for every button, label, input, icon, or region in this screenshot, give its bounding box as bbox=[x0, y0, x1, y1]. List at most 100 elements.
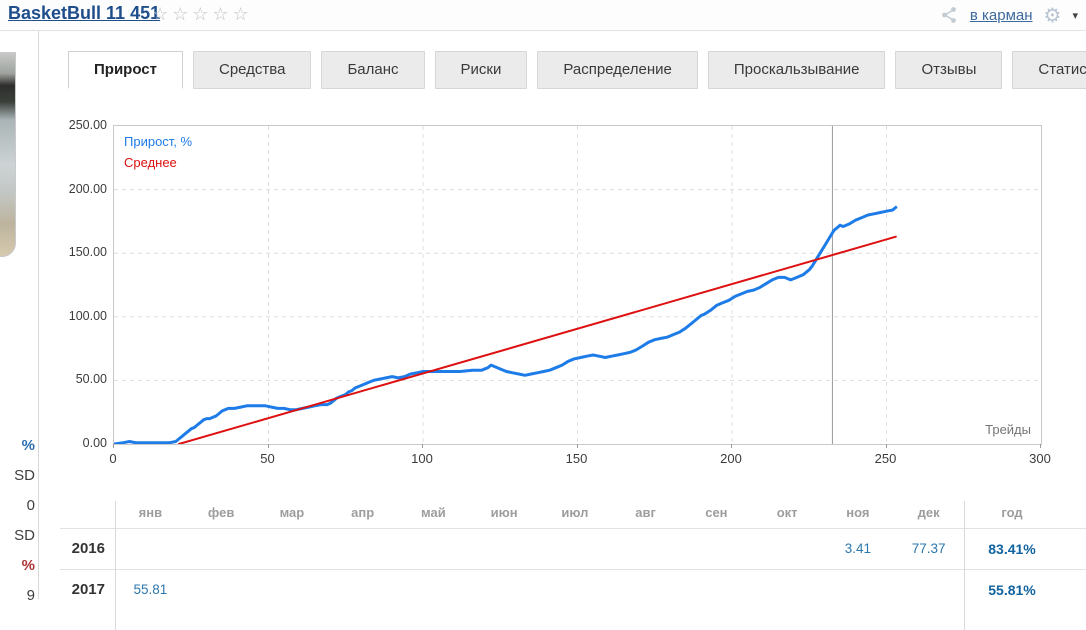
series-Прирост, % bbox=[114, 205, 898, 444]
month-cell bbox=[115, 529, 186, 569]
x-tick-mark bbox=[885, 444, 887, 448]
sidebar-stat-fragment: SD bbox=[14, 527, 35, 544]
month-cell bbox=[186, 570, 257, 610]
month-cell bbox=[540, 570, 611, 610]
series-Среднее bbox=[177, 235, 897, 444]
year-cell bbox=[60, 501, 105, 528]
month-cell bbox=[681, 529, 752, 569]
month-cell bbox=[186, 529, 257, 569]
month-cell: ноя bbox=[846, 505, 870, 520]
table-row: 2016 3.41 77.37 83.41% bbox=[60, 529, 1086, 570]
sidebar-stat-fragment: % bbox=[21, 437, 35, 454]
x-tick-label: 300 bbox=[1029, 451, 1051, 466]
legend-item: Прирост, % bbox=[124, 134, 193, 149]
x-axis-title: Трейды bbox=[985, 422, 1031, 437]
x-tick-mark bbox=[1040, 444, 1041, 448]
tab-отзывы[interactable]: Отзывы bbox=[895, 51, 1003, 89]
x-tick-mark bbox=[731, 444, 732, 448]
year-total-cell: год bbox=[1001, 505, 1023, 520]
tab-распределение[interactable]: Распределение bbox=[537, 51, 698, 89]
month-cell bbox=[469, 529, 540, 569]
month-cell bbox=[327, 529, 398, 569]
year-cell: 2016 bbox=[71, 540, 105, 557]
month-cell bbox=[610, 529, 681, 569]
month-cell bbox=[752, 570, 823, 610]
rating-stars[interactable]: ☆☆☆☆☆ bbox=[152, 4, 253, 25]
x-tick-mark bbox=[422, 444, 423, 448]
month-cell bbox=[893, 570, 964, 610]
month-cell: июн bbox=[490, 505, 518, 520]
tab-проскальзывание[interactable]: Проскальзывание bbox=[707, 51, 886, 89]
month-cell: дек bbox=[917, 505, 940, 520]
left-sidebar: % SD 0 SD% 9 bbox=[0, 31, 39, 604]
to-pocket-link[interactable]: в карман bbox=[969, 6, 1033, 24]
month-cell: 77.37 bbox=[911, 541, 946, 556]
sidebar-stat-fragment: 9 bbox=[26, 587, 35, 604]
x-tick-label: 0 bbox=[109, 451, 117, 466]
tab-прирост[interactable]: Прирост bbox=[68, 51, 183, 89]
sidebar-stat-fragment: 0 bbox=[26, 497, 35, 514]
tab-баланс[interactable]: Баланс bbox=[321, 51, 425, 89]
month-cell bbox=[398, 570, 469, 610]
year-total-cell: 83.41% bbox=[988, 541, 1036, 557]
monthly-returns-table: янв фев мар апр май июн июл авг сен окт ноя дек год 2… bbox=[60, 501, 1086, 630]
month-cell bbox=[823, 570, 894, 610]
tab-средства[interactable]: Средства bbox=[192, 51, 312, 89]
x-tick-label: 100 bbox=[411, 451, 433, 466]
chart-canvas bbox=[114, 126, 1041, 444]
month-cell: мар bbox=[279, 505, 305, 520]
year-total-cell: 55.81% bbox=[988, 582, 1036, 598]
month-cell bbox=[540, 529, 611, 569]
sidebar-stat-fragment: % bbox=[21, 557, 35, 574]
x-tick-mark bbox=[267, 444, 269, 448]
tab-риски[interactable]: Риски bbox=[434, 51, 528, 89]
month-cell: сен bbox=[705, 505, 728, 520]
y-tick-label: 100.00 bbox=[68, 308, 107, 323]
y-tick-label: 0.00 bbox=[82, 436, 107, 450]
month-cell: июл bbox=[561, 505, 589, 520]
month-cell bbox=[469, 570, 540, 610]
y-tick-label: 50.00 bbox=[75, 372, 107, 387]
y-tick-label: 150.00 bbox=[68, 245, 107, 260]
month-cell bbox=[327, 570, 398, 610]
month-cell bbox=[610, 570, 681, 610]
y-tick-label: 250.00 bbox=[68, 118, 107, 132]
table-divider bbox=[115, 501, 116, 630]
share-icon[interactable] bbox=[939, 5, 959, 25]
month-cell bbox=[681, 570, 752, 610]
table-divider bbox=[964, 501, 965, 630]
gear-icon[interactable]: ⚙ bbox=[1043, 3, 1062, 27]
month-cell: окт bbox=[776, 505, 798, 520]
month-cell bbox=[398, 529, 469, 569]
tab-bar: Прирост Средства Баланс Риски Распределение П… bbox=[68, 51, 1086, 89]
legend-item: Среднее bbox=[124, 155, 177, 170]
table-header-row: янв фев мар апр май июн июл авг сен окт ноя дек год bbox=[60, 501, 1086, 529]
header-actions: в карман ⚙ ▾ bbox=[939, 0, 1078, 30]
sidebar-stat-fragment: SD bbox=[14, 467, 35, 484]
x-tick-label: 150 bbox=[565, 451, 588, 466]
signal-title-link[interactable]: BasketBull 11 451 bbox=[8, 3, 161, 23]
x-tick-mark bbox=[576, 444, 578, 448]
month-cell: фев bbox=[207, 505, 235, 520]
x-tick-label: 50 bbox=[260, 451, 275, 466]
chevron-down-icon[interactable]: ▾ bbox=[1072, 8, 1078, 22]
y-tick-label: 200.00 bbox=[68, 181, 107, 196]
chart-legend: Прирост, % Среднее bbox=[124, 131, 192, 173]
tab-статистика[interactable]: Статистика bbox=[1012, 51, 1086, 89]
x-tick-label: 200 bbox=[720, 451, 742, 466]
year-cell: 2017 bbox=[71, 581, 105, 598]
month-cell: 55.81 bbox=[133, 582, 168, 597]
signal-photo bbox=[0, 52, 16, 257]
month-cell: май bbox=[421, 505, 446, 520]
month-cell bbox=[257, 570, 328, 610]
page-header: BasketBull 11 451 ☆☆☆☆☆ в карман ⚙ ▾ bbox=[0, 0, 1086, 31]
month-cell: авг bbox=[635, 505, 656, 520]
month-cell: янв bbox=[138, 505, 163, 520]
month-cell: 3.41 bbox=[844, 541, 872, 556]
main-content: Прирост Средства Баланс Риски Распределение П… bbox=[39, 31, 1086, 630]
x-tick-mark bbox=[113, 444, 114, 448]
growth-chart: Прирост, % Среднее Трейды bbox=[113, 125, 1042, 445]
month-cell bbox=[257, 529, 328, 569]
month-cell: апр bbox=[351, 505, 375, 520]
table-row: 2017 55.81 55.81% bbox=[60, 570, 1086, 610]
